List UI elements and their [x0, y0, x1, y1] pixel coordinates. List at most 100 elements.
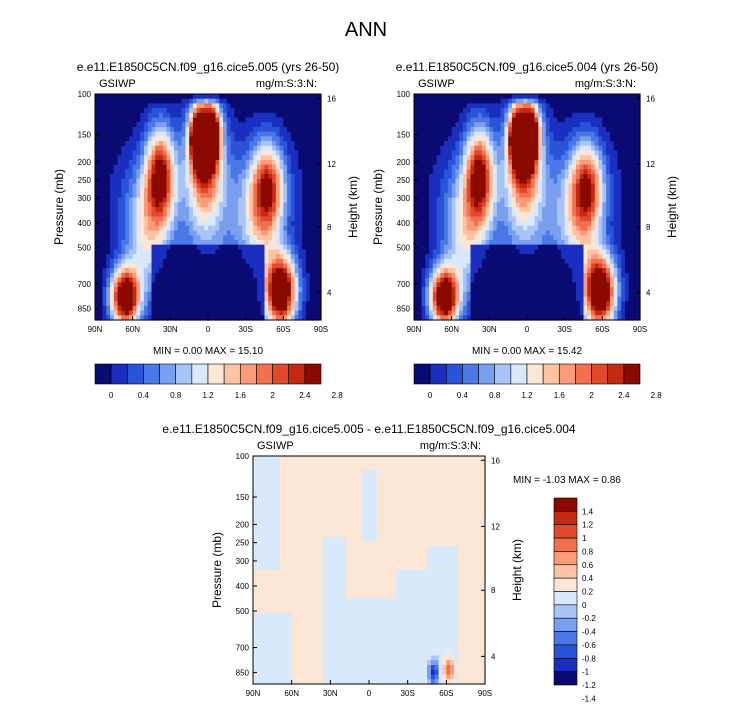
contour-cell: [560, 216, 566, 222]
contour-cell: [110, 216, 115, 222]
contour-cell: [417, 230, 423, 236]
contour-cell: [256, 183, 262, 189]
colorbar-label: 1.2: [202, 391, 214, 400]
colorbar-label: 0.4: [138, 391, 150, 400]
contour-cell: [177, 150, 183, 156]
contour-cell: [500, 225, 505, 232]
contour-cell: [429, 188, 434, 194]
contour-cell: [579, 136, 585, 142]
contour-cell: [264, 108, 269, 114]
contour-cell: [560, 188, 566, 194]
contour-cell: [98, 174, 104, 180]
contour-cell: [636, 188, 641, 194]
contour-cell: [628, 178, 634, 185]
contour-cell: [162, 282, 168, 288]
contour-cell: [591, 207, 596, 213]
contour-cell: [313, 164, 318, 170]
contour-cell: [249, 197, 254, 203]
contour-cell: [313, 145, 318, 152]
contour-cell: [181, 263, 186, 269]
contour-cell: [462, 164, 468, 170]
contour-cell: [181, 155, 186, 161]
contour-cell: [147, 310, 153, 316]
contour-cell: [272, 98, 277, 105]
contour-cell: [283, 301, 288, 307]
contour-cell: [117, 112, 122, 119]
contour-cell: [234, 315, 239, 321]
contour-cell: [174, 235, 179, 241]
contour-cell: [192, 305, 198, 312]
contour-cell: [211, 122, 217, 128]
contour-cell: [287, 183, 292, 189]
contour-cell: [508, 155, 513, 161]
contour-cell: [249, 296, 254, 302]
contour-cell: [447, 169, 453, 175]
contour-cell: [264, 178, 269, 185]
contour-cell: [478, 94, 483, 100]
contour-cell: [455, 188, 460, 194]
contour-cell: [591, 249, 596, 255]
contour-cell: [489, 239, 494, 246]
contour-cell: [234, 145, 239, 152]
contour-cell: [162, 94, 168, 100]
contour-cell: [211, 221, 217, 227]
contour-cell: [636, 108, 641, 114]
contour-cell: [147, 258, 153, 265]
contour-cell: [294, 235, 299, 241]
contour-cell: [313, 178, 318, 185]
contour-cell: [136, 178, 141, 185]
contour-cell: [155, 136, 160, 142]
contour-cell: [478, 235, 483, 241]
contour-cell: [632, 230, 637, 236]
contour-cell: [298, 192, 303, 199]
x-tick-label: 0: [206, 325, 211, 334]
contour-cell: [628, 122, 634, 128]
contour-cell: [575, 141, 581, 147]
contour-cell: [110, 202, 115, 208]
contour-cell: [294, 126, 299, 133]
contour-cell: [545, 94, 551, 100]
contour-cell: [534, 221, 539, 227]
contour-cell: [136, 141, 141, 147]
contour-cell: [432, 155, 438, 161]
contour-cell: [140, 315, 145, 321]
contour-cell: [275, 159, 281, 166]
contour-cell: [200, 131, 205, 137]
contour-cell: [95, 225, 100, 232]
contour-cell: [113, 126, 119, 133]
contour-cell: [421, 230, 426, 236]
contour-cell: [283, 108, 288, 114]
contour-cell: [542, 221, 547, 227]
contour-cell: [417, 178, 423, 185]
contour-cell: [245, 108, 251, 114]
contour-cell: [609, 94, 615, 100]
contour-cell: [234, 310, 239, 316]
contour-cell: [564, 178, 570, 185]
contour-cell: [602, 207, 607, 213]
contour-cell: [436, 230, 441, 236]
contour-cell: [538, 159, 543, 166]
contour-cell: [309, 239, 315, 246]
contour-cell: [317, 159, 322, 166]
contour-cell: [223, 131, 228, 137]
contour-cell: [549, 174, 554, 180]
contour-cell: [621, 145, 626, 152]
contour-cell: [215, 150, 220, 156]
contour-cell: [474, 202, 479, 208]
contour-cell: [102, 268, 107, 274]
contour-cell: [598, 169, 603, 175]
contour-cell: [636, 244, 641, 250]
contour-cell: [272, 150, 277, 156]
contour-cell: [591, 131, 596, 137]
contour-cell: [572, 239, 577, 246]
contour-cell: [192, 310, 198, 316]
contour-cell: [200, 136, 205, 142]
contour-cell: [294, 249, 299, 255]
contour-cell: [117, 249, 122, 255]
contour-cell: [181, 291, 186, 298]
contour-cell: [106, 254, 111, 260]
contour-cell: [579, 145, 585, 152]
contour-cell: [493, 169, 498, 175]
contour-cell: [575, 221, 581, 227]
contour-cell: [496, 178, 502, 185]
